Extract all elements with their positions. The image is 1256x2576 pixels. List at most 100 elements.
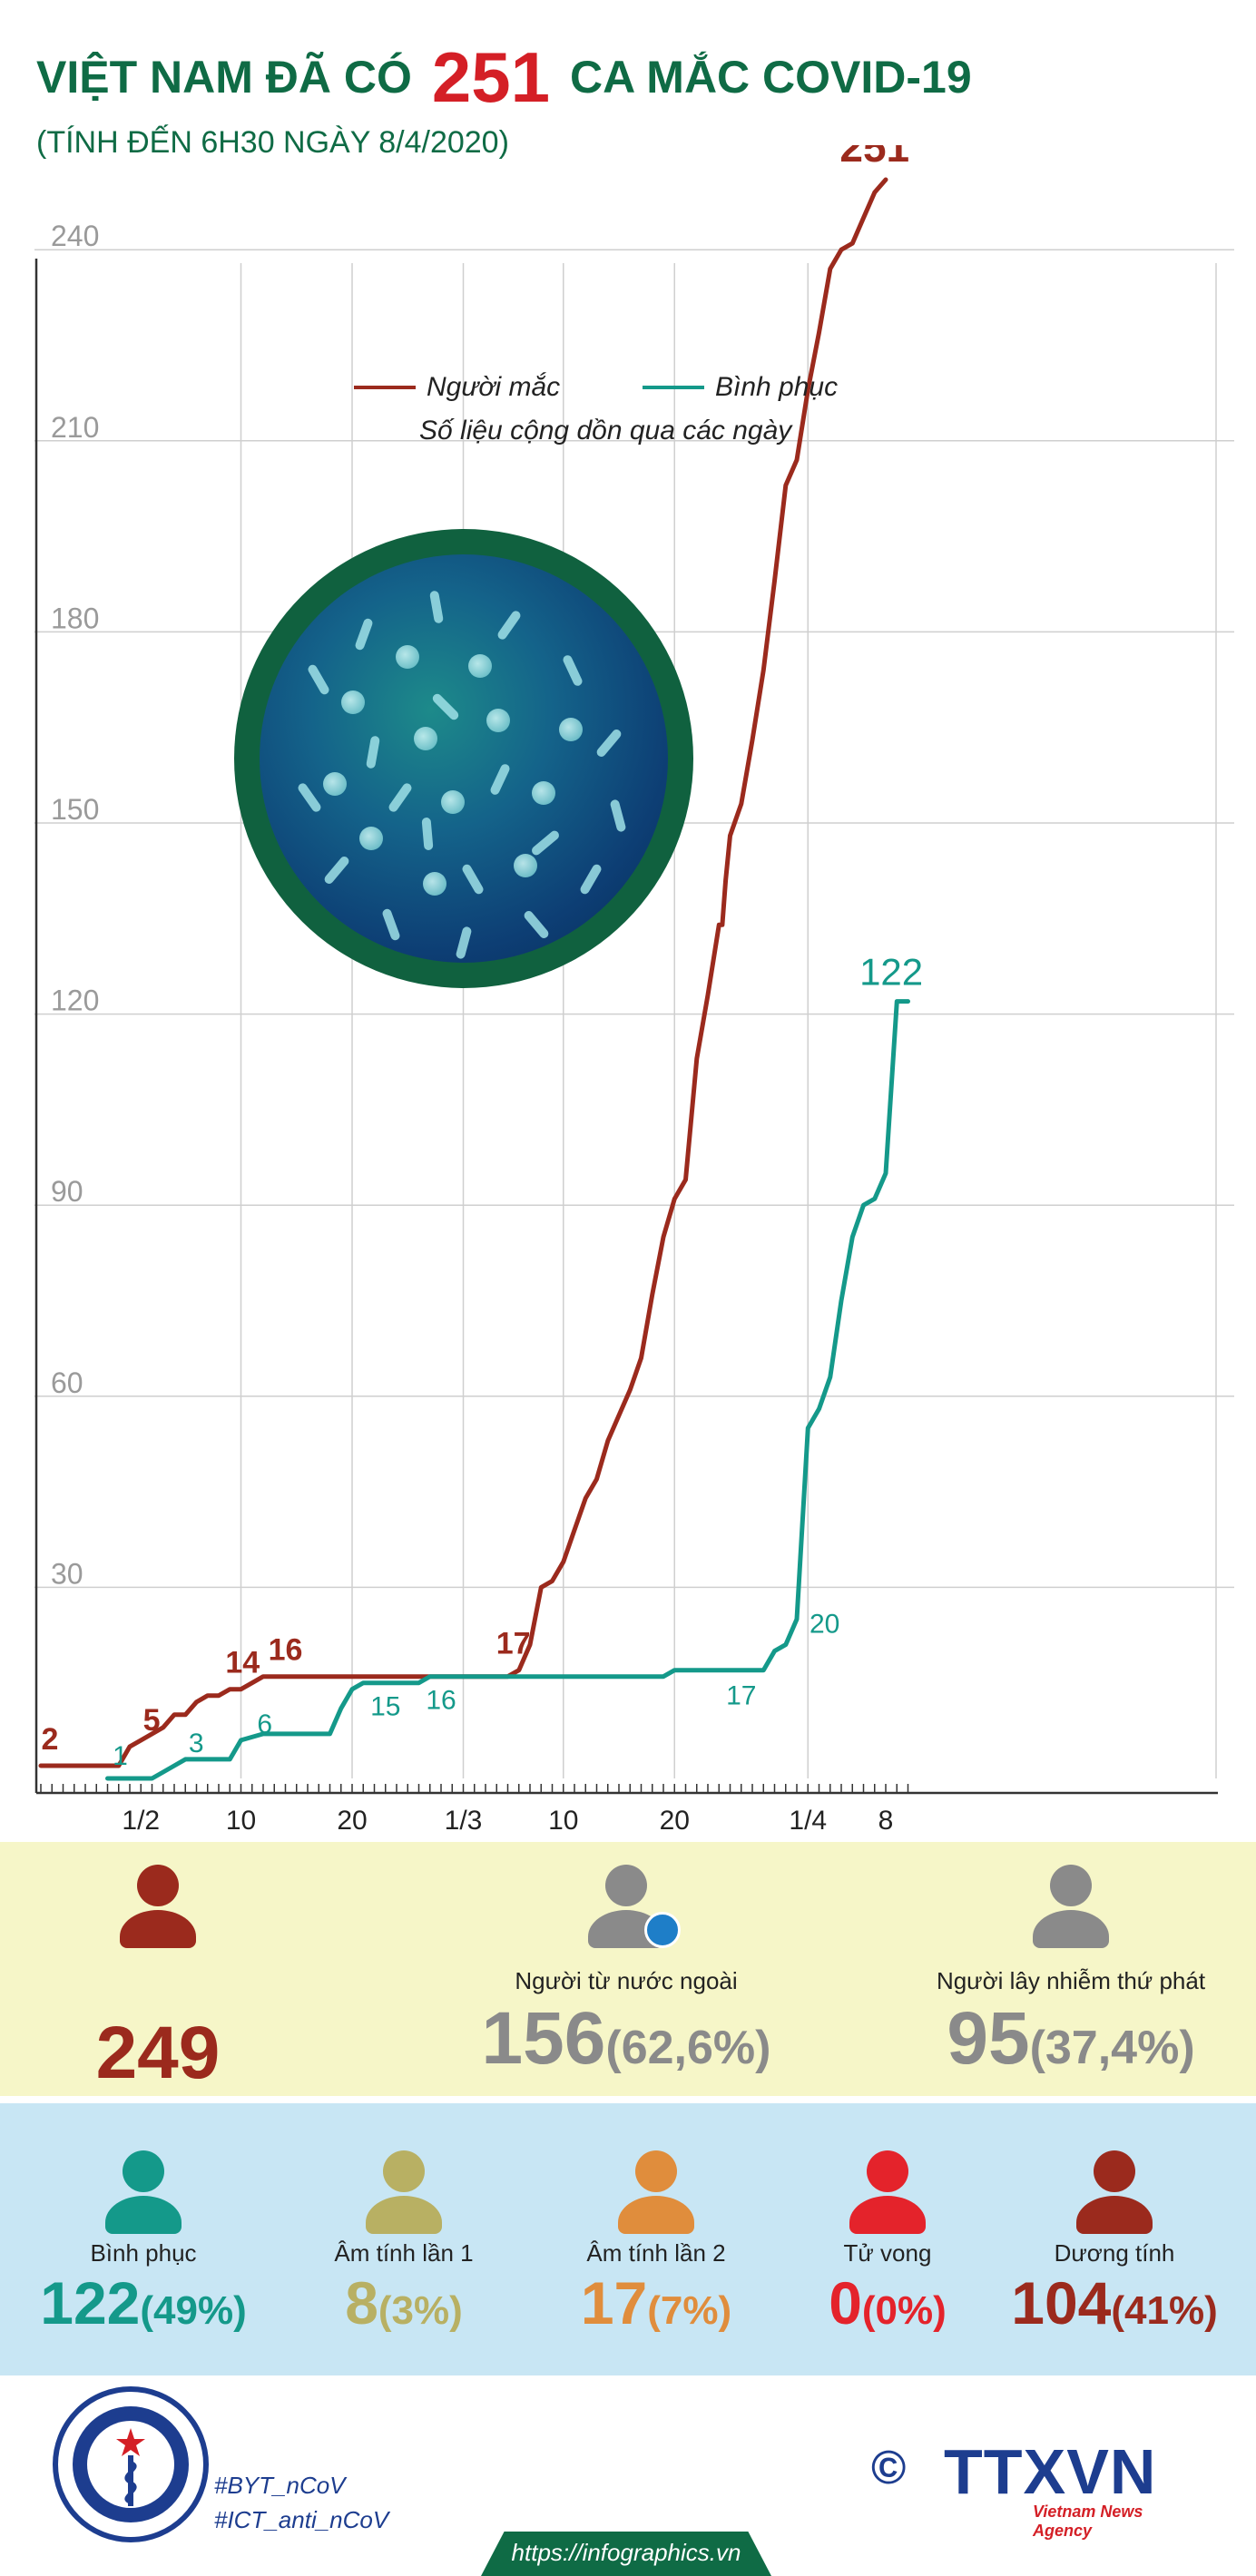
stat-bottom-3-label: Tử vong <box>843 2239 932 2267</box>
y-tick-label: 240 <box>51 220 99 252</box>
data-label: 16 <box>269 1633 303 1668</box>
virus-protein <box>423 872 446 896</box>
x-tick-label: 10 <box>226 1806 256 1836</box>
chart-legend: Người mắc Bình phục Số liệu cộng dồn qua… <box>354 372 898 454</box>
title-suffix: CA MẮC COVID-19 <box>570 52 972 103</box>
agency-name: TTXVN <box>944 2436 1157 2507</box>
data-label: 17 <box>496 1627 531 1661</box>
stat-bottom-2-percent: (7%) <box>647 2288 732 2333</box>
x-tick-label: 1/3 <box>445 1806 483 1836</box>
hashtags: #BYT_nCoV #ICT_anti_nCoV <box>214 2468 388 2537</box>
virus-protein <box>486 709 510 732</box>
hashtag-ict: #ICT_anti_nCoV <box>214 2506 389 2533</box>
virus-spike <box>365 735 381 769</box>
y-tick-label: 60 <box>51 1366 83 1399</box>
legend-swatch-recovered <box>643 386 704 389</box>
person-head <box>635 2150 677 2192</box>
stat-bottom-1-percent: (3%) <box>378 2288 463 2333</box>
virus-protein <box>396 645 419 669</box>
stat-bottom-4-label: Dương tính <box>1054 2239 1175 2267</box>
data-label: 1 <box>113 1741 128 1771</box>
person-head <box>123 2150 164 2192</box>
person-body <box>618 2196 694 2234</box>
virus-protein <box>341 691 365 714</box>
data-label: 251 <box>839 145 909 171</box>
virus-spike <box>430 691 461 722</box>
series-line-cases <box>38 177 888 1768</box>
virus-spike <box>529 828 562 857</box>
page-subtitle: (TÍNH ĐẾN 6H30 NGÀY 8/4/2020) <box>36 125 509 160</box>
virus-spike <box>354 617 374 651</box>
data-label: 16 <box>426 1686 456 1716</box>
stat-top-1-value: 156(62,6%) <box>417 1996 835 2081</box>
virus-spike <box>306 662 331 697</box>
virus-protein <box>323 772 347 796</box>
data-label: 122 <box>859 951 923 994</box>
stat-bottom-4-value: 104(41%) <box>906 2268 1256 2337</box>
ttxvn-logo: © TTXVN Vietnam News Agency <box>871 2436 1198 2540</box>
website-url[interactable]: https://infographics.vn <box>511 2539 741 2566</box>
virus-spike <box>421 817 434 851</box>
stat-bottom-2-label: Âm tính lần 2 <box>586 2239 726 2267</box>
stat-bottom-2-value: 17(7%) <box>447 2268 865 2337</box>
data-label: 17 <box>726 1681 756 1711</box>
virus-spike <box>455 926 473 960</box>
stat-top-0-value: 249 <box>0 2011 367 2096</box>
virus-spike <box>522 908 551 941</box>
stat-bottom-3-percent: (0%) <box>861 2288 947 2333</box>
stat-bottom-1-value: 8(3%) <box>195 2268 613 2337</box>
y-tick-label: 90 <box>51 1175 83 1208</box>
virus-spike <box>387 781 414 814</box>
virus-spike <box>381 907 401 942</box>
x-tick-label: 1/4 <box>789 1806 827 1836</box>
person-body <box>105 2196 182 2234</box>
person-icon <box>1069 2150 1160 2241</box>
virus-spike <box>322 854 351 886</box>
stat-top-1-percent: (62,6%) <box>605 2022 771 2074</box>
person-head <box>137 1865 179 1906</box>
person-head <box>605 1865 647 1906</box>
stat-bottom-0-value: 122(49%) <box>0 2268 352 2337</box>
legend-swatch-cases <box>354 386 416 389</box>
virus-protein <box>532 781 555 805</box>
x-tick-label: 8 <box>878 1806 894 1836</box>
y-tick-label: 150 <box>51 793 99 826</box>
globe-icon <box>644 1912 681 1948</box>
virus-protein <box>414 727 437 750</box>
virus-protein <box>359 827 383 850</box>
person-head <box>1050 1865 1092 1906</box>
stat-bottom-3-count: 0 <box>829 2269 862 2336</box>
agency-subtitle: Vietnam News Agency <box>1033 2503 1143 2540</box>
virus-protein <box>559 718 583 741</box>
y-tick-label: 30 <box>51 1557 83 1590</box>
legend-label-recovered: Bình phục <box>715 372 839 402</box>
virus-protein <box>514 854 537 877</box>
title-case-count: 251 <box>431 36 551 117</box>
person-head <box>1094 2150 1135 2192</box>
x-tick-label: 20 <box>660 1806 690 1836</box>
data-label: 6 <box>257 1709 272 1739</box>
stat-bottom-3-value: 0(0%) <box>679 2268 1096 2337</box>
stat-top-2-value: 95(37,4%) <box>862 1996 1256 2081</box>
page-title: VIỆT NAM ĐÃ CÓ 251 CA MẮC COVID-19 <box>36 36 972 118</box>
copyright-icon: © <box>871 2442 907 2494</box>
virus-spike <box>594 727 623 759</box>
legend-label-cases: Người mắc <box>427 372 561 402</box>
virus-spike <box>561 653 584 688</box>
person-icon <box>611 2150 702 2241</box>
virus-spike <box>496 609 523 642</box>
virus-spike <box>609 798 627 833</box>
data-label: 2 <box>42 1722 59 1757</box>
y-tick-label: 120 <box>51 984 99 1017</box>
person-icon <box>98 2150 189 2241</box>
stat-top-2-count: 95 <box>947 1997 1030 2080</box>
person-body <box>366 2196 442 2234</box>
virus-protein <box>468 654 492 678</box>
stat-bottom-0-percent: (49%) <box>140 2288 247 2333</box>
person-head <box>867 2150 908 2192</box>
hashtag-byt: #BYT_nCoV <box>214 2472 346 2499</box>
virus-spike <box>296 781 323 814</box>
y-tick-label: 210 <box>51 411 99 444</box>
virus-spike <box>460 862 486 896</box>
